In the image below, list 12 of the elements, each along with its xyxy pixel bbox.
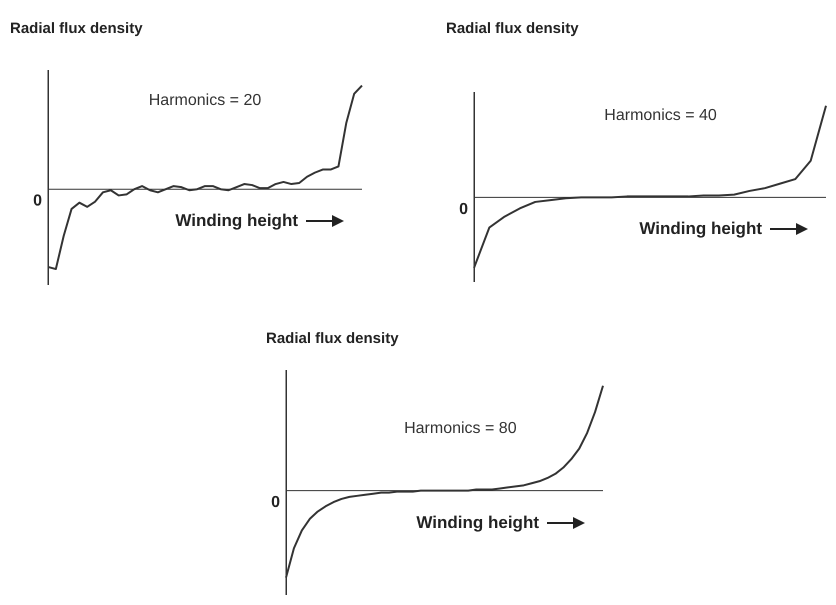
annotation: Harmonics = 80 <box>404 420 517 438</box>
chart-title: Radial flux density <box>10 20 143 37</box>
chart-title: Radial flux density <box>446 20 579 37</box>
x-axis-title: Winding height <box>639 219 762 240</box>
annotation: Harmonics = 20 <box>148 92 262 110</box>
ref-line-label: 0 <box>271 494 280 511</box>
x-axis-title: Winding height <box>175 211 298 232</box>
chart-title: Radial flux density <box>266 330 399 347</box>
ref-line-label: 0 <box>33 192 42 210</box>
annotation: Harmonics = 40 <box>604 107 717 126</box>
x-axis-title: Winding height <box>416 512 539 533</box>
ref-line-label: 0 <box>459 200 468 218</box>
